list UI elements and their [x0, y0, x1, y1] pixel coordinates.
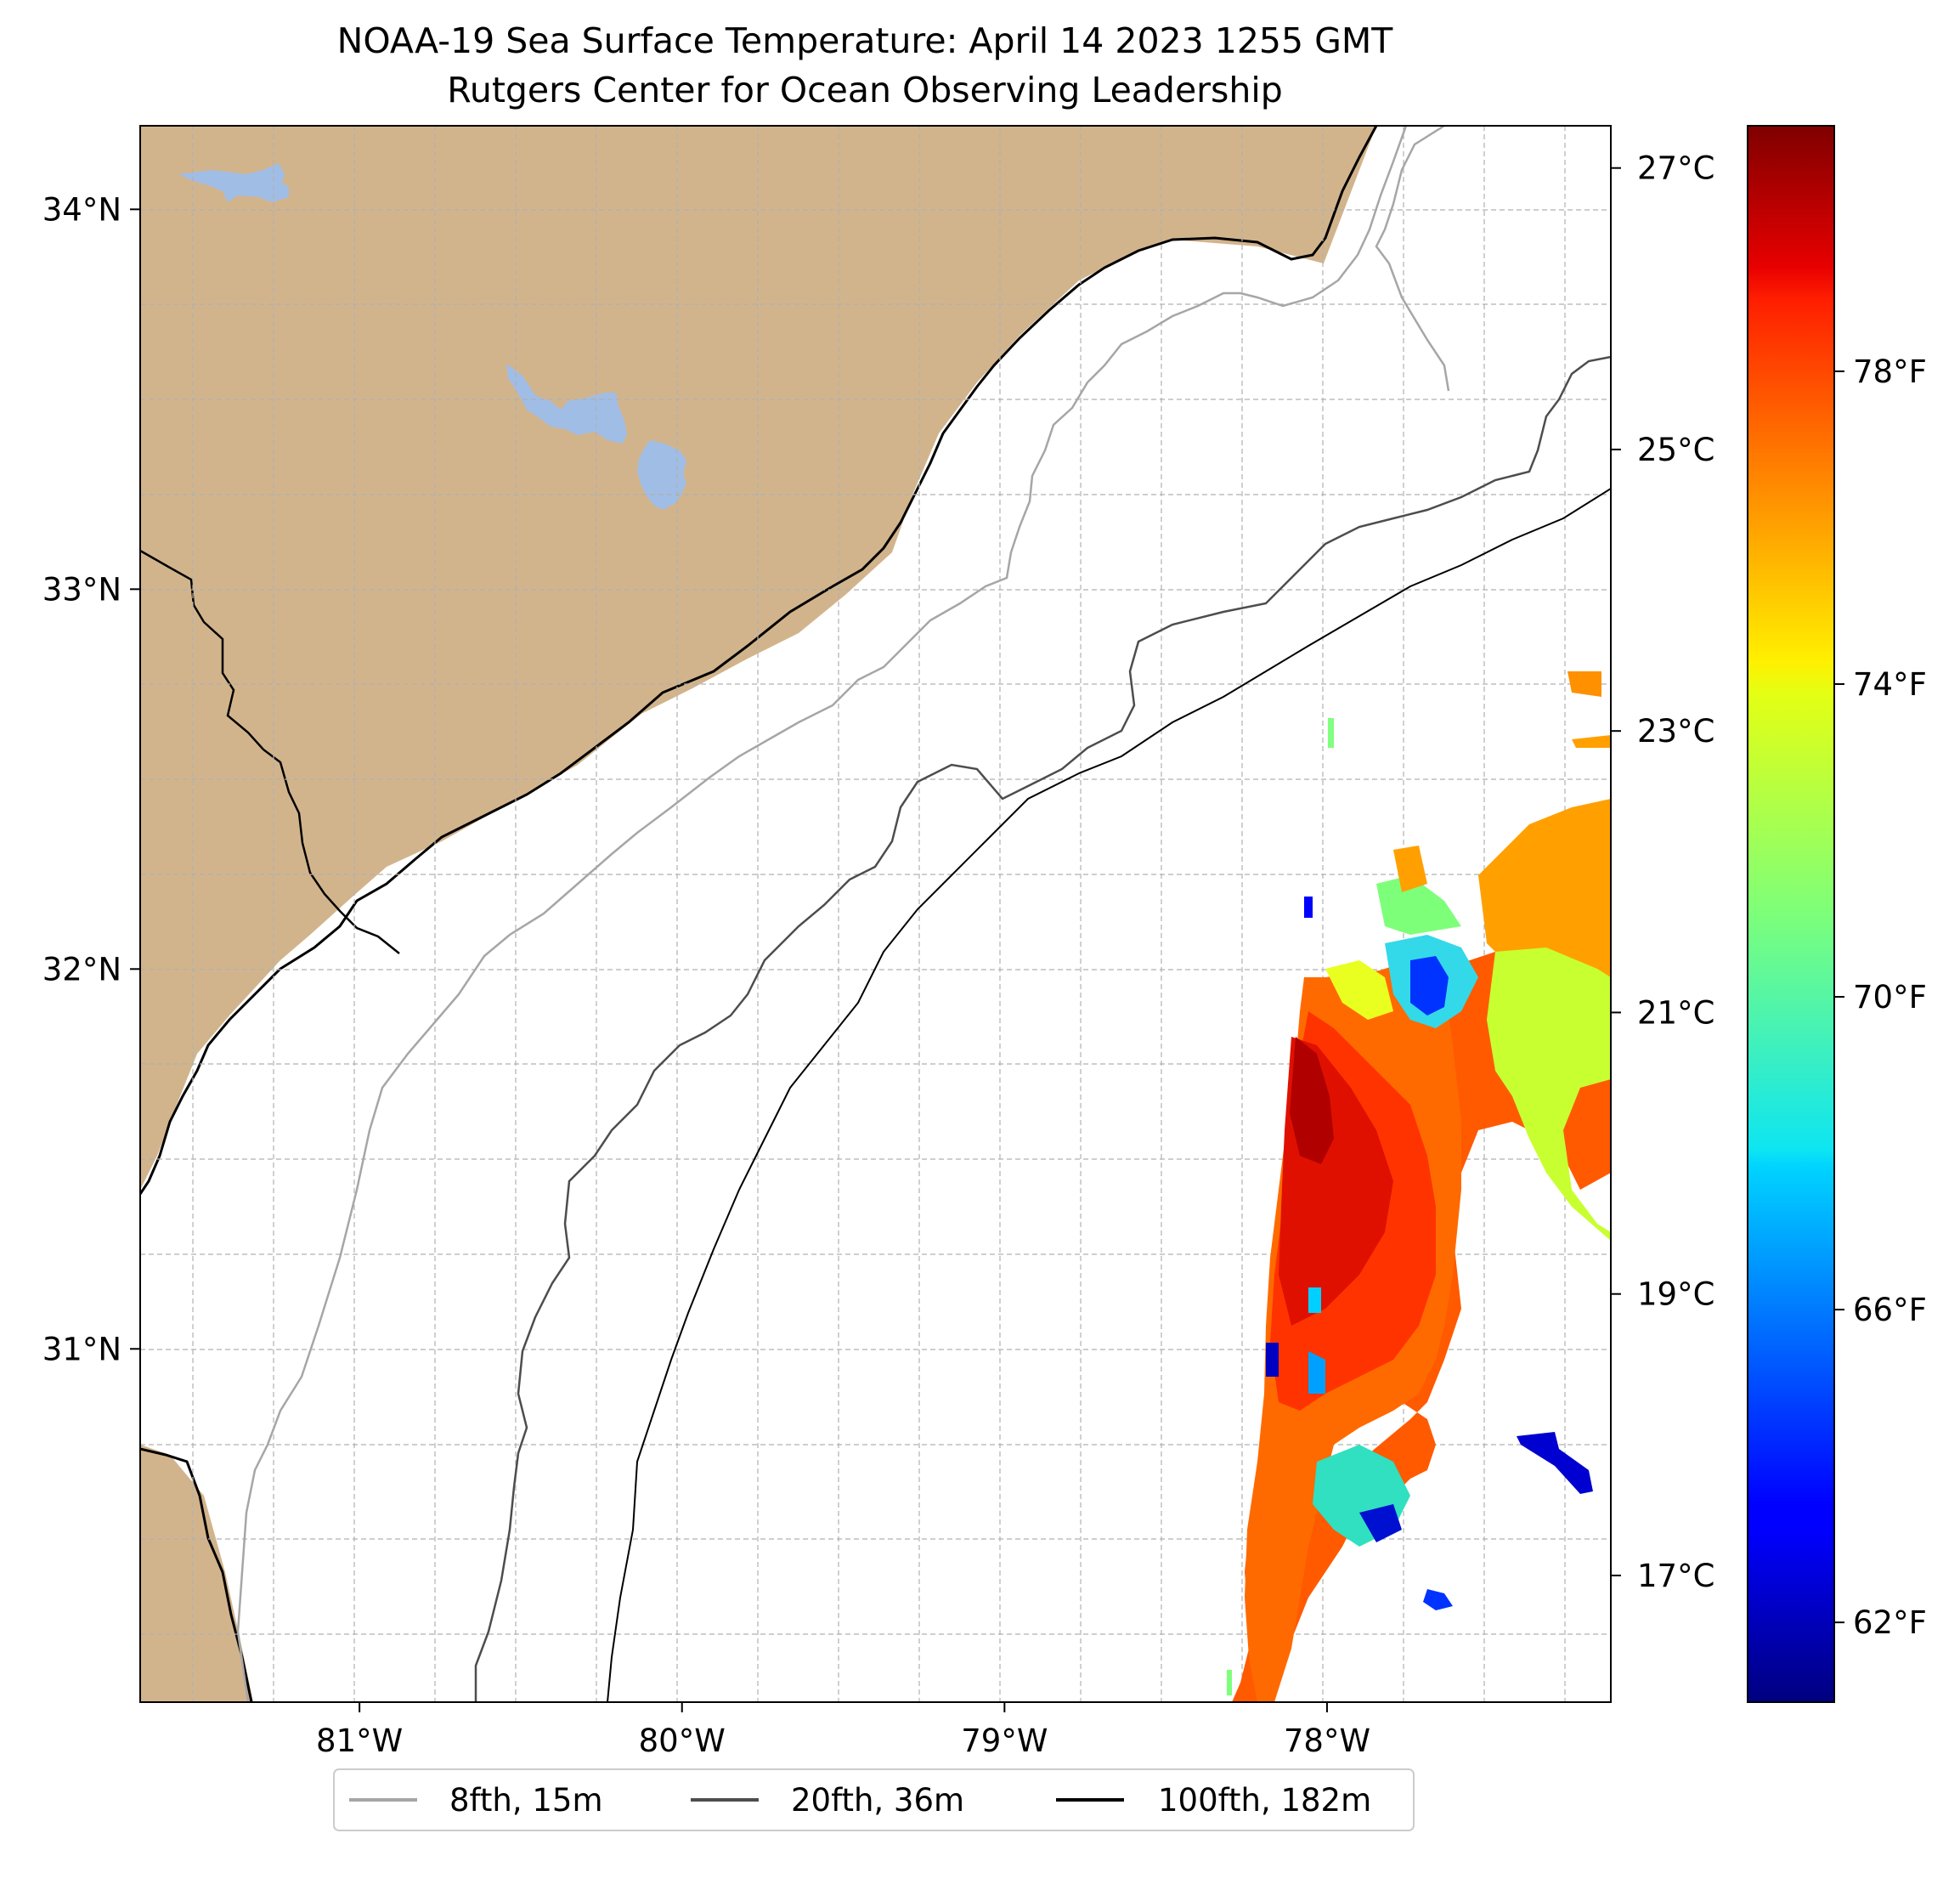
celsius-tick-label: 23°C	[1637, 713, 1714, 750]
isobath-8fth-north	[1375, 126, 1450, 392]
land-area	[140, 126, 1376, 1190]
colorbar-celsius-axis: 27°C 25°C 23°C 21°C 19°C 17°C	[1611, 150, 1714, 1594]
title-line2: Rutgers Center for Ocean Observing Leade…	[447, 70, 1283, 110]
lon-tick-label: 80°W	[639, 1723, 726, 1759]
coastline	[140, 126, 1378, 1195]
latitude-axis: 34°N 33°N 32°N 31°N	[42, 191, 140, 1367]
colorbar: 27°C 25°C 23°C 21°C 19°C 17°C 78°F 74°F 70°F 66°…	[1611, 125, 1927, 1703]
celsius-tick-label: 17°C	[1637, 1558, 1714, 1594]
colorbar-fahrenheit-axis: 78°F 74°F 70°F 66°F 62°F	[1834, 354, 1927, 1641]
lat-tick-label: 31°N	[42, 1331, 121, 1367]
colorbar-gradient	[1747, 125, 1835, 1703]
land-area-south	[140, 1445, 253, 1702]
title-line1: NOAA-19 Sea Surface Temperature: April 1…	[337, 20, 1394, 61]
celsius-tick-label: 25°C	[1637, 432, 1714, 468]
legend: 8fth, 15m 20fth, 36m 100fth, 182m	[333, 1768, 1415, 1831]
legend-label-20fth: 20fth, 36m	[791, 1782, 964, 1819]
lon-tick-label: 79°W	[961, 1723, 1048, 1759]
lake-moultrie	[637, 440, 686, 510]
lon-tick-label: 78°W	[1284, 1723, 1370, 1759]
lake-north	[178, 163, 289, 202]
legend-frame	[333, 1768, 1415, 1831]
celsius-tick-label: 27°C	[1637, 150, 1714, 187]
legend-label-100fth: 100fth, 182m	[1158, 1782, 1371, 1819]
state-border	[140, 549, 400, 954]
isobath-100fth	[607, 488, 1611, 1702]
celsius-tick-label: 21°C	[1637, 994, 1714, 1031]
legend-label-8fth: 8fth, 15m	[449, 1782, 603, 1819]
lat-tick-label: 32°N	[42, 951, 121, 987]
isobath-8fth	[236, 126, 1408, 1702]
celsius-tick-label: 19°C	[1637, 1276, 1714, 1313]
fahrenheit-tick-label: 70°F	[1853, 979, 1927, 1016]
lat-tick-label: 33°N	[42, 571, 121, 608]
fahrenheit-tick-label: 62°F	[1853, 1604, 1927, 1641]
lat-tick-label: 34°N	[42, 191, 121, 228]
fahrenheit-tick-label: 74°F	[1853, 666, 1927, 703]
map-frame	[139, 125, 1612, 1703]
map-panel	[139, 125, 1612, 1703]
lon-tick-label: 81°W	[316, 1723, 403, 1759]
longitude-axis: 81°W 80°W 79°W 78°W	[316, 1702, 1370, 1759]
fahrenheit-tick-label: 78°F	[1853, 354, 1927, 390]
sst-data	[1227, 671, 1611, 1702]
isobath-20fth	[474, 355, 1611, 1702]
fahrenheit-tick-label: 66°F	[1853, 1292, 1927, 1328]
